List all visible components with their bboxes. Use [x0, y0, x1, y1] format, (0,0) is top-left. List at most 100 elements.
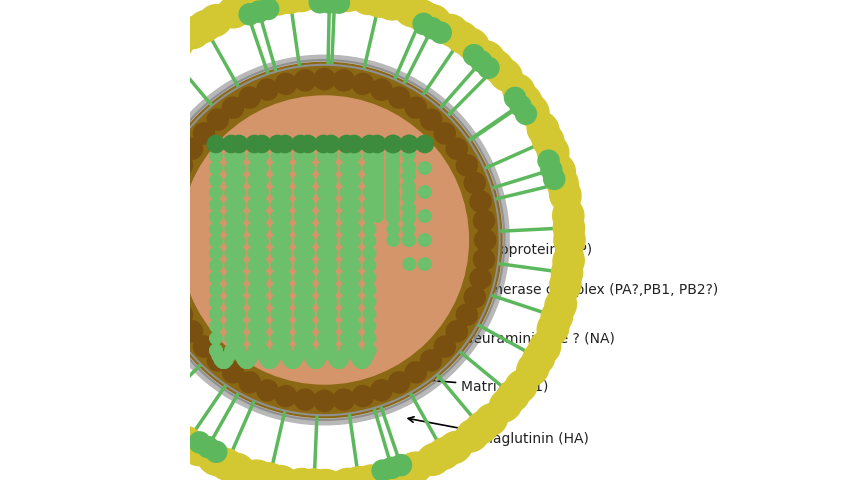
Circle shape: [419, 186, 431, 198]
Circle shape: [230, 135, 248, 153]
Ellipse shape: [405, 0, 440, 32]
Circle shape: [341, 235, 353, 247]
Ellipse shape: [394, 0, 429, 27]
Circle shape: [271, 344, 284, 357]
Circle shape: [147, 62, 502, 418]
Ellipse shape: [551, 255, 582, 291]
Circle shape: [413, 13, 434, 35]
Circle shape: [279, 235, 292, 247]
Circle shape: [371, 149, 384, 161]
Circle shape: [402, 202, 415, 214]
Circle shape: [248, 150, 261, 162]
Circle shape: [357, 356, 369, 368]
Circle shape: [421, 109, 441, 130]
Circle shape: [225, 259, 237, 272]
Circle shape: [341, 186, 353, 199]
Circle shape: [225, 344, 237, 357]
Circle shape: [255, 296, 268, 308]
Ellipse shape: [217, 0, 252, 28]
Ellipse shape: [489, 388, 522, 422]
Circle shape: [309, 356, 321, 368]
Circle shape: [317, 198, 329, 211]
Circle shape: [317, 308, 329, 320]
Ellipse shape: [251, 463, 287, 480]
Circle shape: [294, 186, 307, 199]
Circle shape: [210, 186, 222, 199]
Ellipse shape: [160, 420, 194, 452]
Circle shape: [363, 344, 376, 357]
Circle shape: [302, 162, 314, 175]
Ellipse shape: [260, 0, 296, 15]
Circle shape: [322, 135, 340, 153]
Circle shape: [223, 97, 243, 118]
Circle shape: [233, 308, 245, 320]
Circle shape: [248, 186, 261, 199]
Circle shape: [271, 320, 284, 332]
Circle shape: [306, 354, 319, 366]
Ellipse shape: [516, 94, 549, 128]
Ellipse shape: [544, 288, 576, 324]
Circle shape: [371, 199, 384, 211]
Circle shape: [233, 332, 245, 345]
Circle shape: [210, 259, 222, 272]
Circle shape: [294, 344, 307, 357]
Circle shape: [294, 308, 307, 320]
Circle shape: [223, 349, 236, 362]
Circle shape: [302, 332, 314, 345]
Circle shape: [386, 199, 399, 211]
Circle shape: [265, 356, 277, 368]
Circle shape: [233, 259, 245, 272]
Circle shape: [348, 320, 360, 332]
Circle shape: [271, 198, 284, 211]
Circle shape: [363, 259, 376, 272]
Circle shape: [325, 344, 337, 357]
Circle shape: [255, 259, 268, 272]
Ellipse shape: [68, 267, 99, 303]
Circle shape: [359, 354, 372, 366]
Circle shape: [255, 223, 268, 235]
Ellipse shape: [427, 437, 462, 469]
Circle shape: [95, 137, 116, 158]
Ellipse shape: [64, 246, 96, 282]
Circle shape: [544, 168, 565, 190]
Circle shape: [279, 211, 292, 223]
Ellipse shape: [100, 352, 132, 386]
Circle shape: [242, 356, 254, 368]
Circle shape: [474, 249, 494, 270]
Circle shape: [286, 356, 298, 368]
Circle shape: [271, 344, 284, 357]
Circle shape: [325, 284, 337, 296]
Circle shape: [294, 284, 307, 296]
Circle shape: [294, 235, 307, 247]
Circle shape: [239, 356, 252, 368]
Ellipse shape: [135, 397, 169, 431]
Circle shape: [329, 354, 341, 366]
Text: Matrix? (M1): Matrix? (M1): [420, 377, 549, 394]
Circle shape: [294, 162, 307, 175]
Circle shape: [402, 159, 415, 171]
Circle shape: [348, 296, 360, 308]
Circle shape: [210, 296, 222, 308]
Circle shape: [314, 69, 335, 90]
Circle shape: [248, 247, 261, 260]
Circle shape: [348, 198, 360, 211]
Circle shape: [341, 174, 353, 187]
Circle shape: [294, 296, 307, 308]
Circle shape: [416, 135, 433, 153]
Circle shape: [325, 247, 337, 260]
Circle shape: [239, 372, 261, 393]
Circle shape: [210, 174, 222, 187]
Ellipse shape: [119, 67, 152, 101]
Circle shape: [99, 128, 120, 149]
Circle shape: [233, 271, 245, 284]
Circle shape: [271, 308, 284, 320]
Circle shape: [341, 320, 353, 332]
Circle shape: [371, 144, 384, 156]
Ellipse shape: [455, 28, 489, 60]
Ellipse shape: [64, 234, 95, 270]
Circle shape: [225, 320, 237, 332]
Circle shape: [363, 162, 376, 175]
Circle shape: [157, 191, 179, 212]
Circle shape: [189, 432, 210, 453]
Circle shape: [246, 135, 263, 153]
